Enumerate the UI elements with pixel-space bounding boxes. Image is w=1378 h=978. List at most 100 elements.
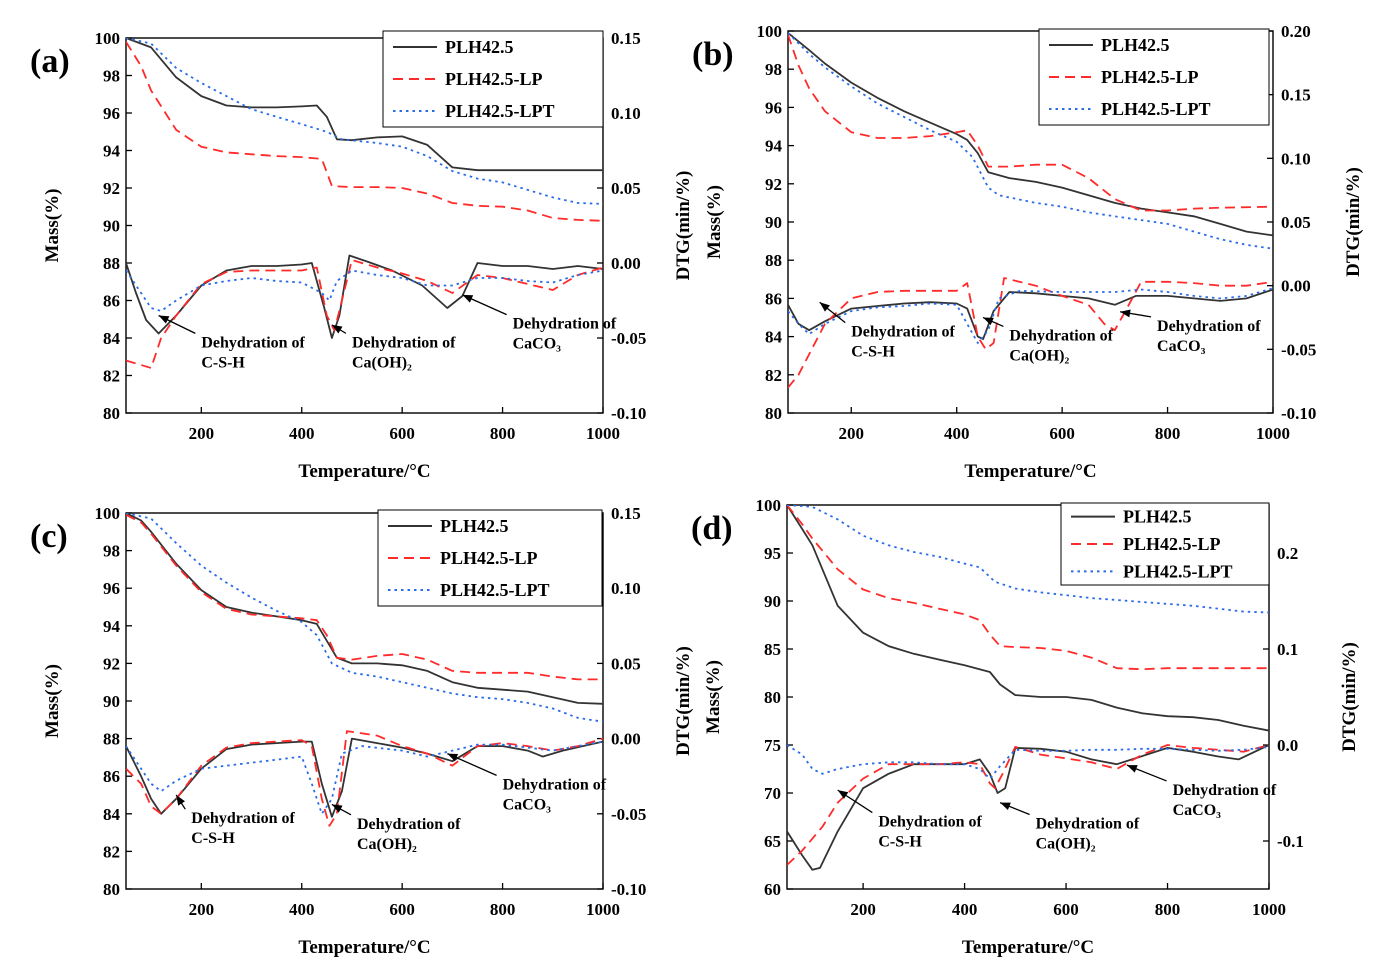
y-left-axis-title: Mass(%)	[703, 660, 724, 734]
y-right-tick-label: -0.05	[1281, 340, 1316, 359]
y-left-tick-label: 96	[765, 98, 782, 117]
legend-label-plh42-5: PLH42.5	[440, 516, 509, 536]
y-left-tick-label: 88	[103, 254, 120, 273]
y-left-tick-label: 60	[764, 880, 781, 899]
series-line-plh42-5-dtg	[126, 737, 603, 818]
series-line-plh42-5-lp-dtg	[787, 744, 1269, 866]
y-right-tick-label: 0.20	[1281, 22, 1311, 41]
annotation-arrowhead	[837, 790, 849, 799]
y-right-tick-label: 0.00	[611, 254, 641, 273]
annotation-text: Dehydration of	[851, 324, 955, 341]
series-line-plh42-5-mass	[788, 32, 1273, 237]
x-tick-label: 600	[389, 424, 415, 443]
y-left-tick-label: 98	[765, 60, 782, 79]
annotation-text: C-S-H	[851, 344, 895, 361]
y-left-tick-label: 94	[765, 137, 783, 156]
annotation-arrowhead	[1000, 802, 1011, 811]
panel-label: (b)	[692, 36, 734, 73]
legend-label-plh42-5-lpt: PLH42.5-LPT	[1101, 99, 1211, 119]
annotation-arrowhead	[331, 324, 343, 334]
y-left-tick-label: 82	[103, 842, 120, 861]
y-left-tick-label: 95	[764, 544, 781, 563]
annotation-text: Dehydration of	[191, 810, 295, 827]
y-left-tick-label: 75	[764, 736, 781, 755]
y-right-tick-label: -0.05	[611, 329, 646, 348]
y-left-tick-label: 92	[103, 179, 120, 198]
x-axis-title: Temperature/°C	[964, 461, 1096, 482]
x-tick-label: 200	[850, 900, 876, 919]
y-right-tick-label: 0.2	[1277, 544, 1298, 563]
series-line-plh42-5-lp-mass	[126, 41, 603, 222]
x-tick-label: 200	[189, 424, 215, 443]
series-line-plh42-5-lp-dtg	[126, 730, 603, 827]
x-tick-label: 400	[944, 424, 970, 443]
annotation-arrowhead	[158, 315, 170, 324]
legend: PLH42.5 PLH42.5-LP PLH42.5-LPT	[382, 30, 604, 128]
annotation-text: Ca(OH)₂	[1036, 836, 1096, 853]
series-line-plh42-5-lpt-dtg	[126, 269, 603, 312]
x-axis-title: Temperature/°C	[298, 461, 430, 482]
y-right-tick-label: 0.10	[1281, 149, 1311, 168]
legend-label-plh42-5-lp: PLH42.5-LP	[1101, 67, 1199, 87]
y-left-tick-label: 86	[103, 292, 120, 311]
annotation-text: CaCO₃	[503, 796, 552, 813]
y-right-axis-title: DTG(min/%)	[673, 171, 694, 281]
legend: PLH42.5 PLH42.5-LP PLH42.5-LPT	[1038, 28, 1270, 126]
y-right-tick-label: 0.15	[611, 29, 641, 48]
y-right-tick-label: 0.00	[1281, 277, 1311, 296]
y-left-tick-label: 90	[103, 692, 120, 711]
annotation-arrowhead	[462, 294, 474, 303]
series-line-plh42-5-mass	[126, 38, 603, 172]
x-tick-label: 200	[839, 424, 865, 443]
x-tick-label: 600	[389, 900, 415, 919]
annotation-text: Dehydration of	[352, 334, 456, 351]
annotation-arrowhead	[447, 753, 459, 762]
series-line-plh42-5-lp-dtg	[788, 277, 1273, 389]
annotation-arrowhead	[1120, 309, 1131, 318]
y-left-tick-label: 100	[95, 504, 121, 523]
x-tick-label: 1000	[1252, 900, 1286, 919]
annotation-arrowhead	[331, 804, 343, 813]
annotation-text: Dehydration of	[1036, 816, 1140, 833]
y-right-tick-label: 0.05	[1281, 213, 1311, 232]
y-left-axis-title: Mass(%)	[42, 664, 63, 738]
annotation-text: CaCO₃	[1157, 338, 1206, 355]
y-right-axis-title: DTG(min/%)	[1343, 167, 1364, 277]
series-line-plh42-5-dtg	[788, 288, 1273, 340]
legend-label-plh42-5: PLH42.5	[445, 37, 514, 57]
y-right-tick-label: -0.05	[611, 805, 646, 824]
y-left-axis-title: Mass(%)	[704, 185, 725, 259]
panel-a: 200 400 600 800 1000 80 82 84 86 88 90 92 94 96 98 100 -…	[30, 29, 694, 482]
annotation-arrowhead	[819, 302, 830, 312]
y-left-tick-label: 85	[764, 640, 781, 659]
legend: PLH42.5 PLH42.5-LP PLH42.5-LPT	[377, 509, 603, 607]
annotation-arrowhead	[983, 317, 994, 326]
y-left-tick-label: 82	[765, 366, 782, 385]
y-left-tick-label: 96	[103, 104, 120, 123]
x-tick-label: 600	[1053, 900, 1079, 919]
x-tick-label: 800	[1155, 424, 1181, 443]
annotation-text: CaCO₃	[513, 336, 562, 353]
series-line-plh42-5-mass	[787, 505, 1269, 732]
annotation-arrowhead	[176, 795, 185, 806]
y-right-tick-label: 0.10	[611, 104, 641, 123]
annotation-text: C-S-H	[191, 830, 235, 847]
x-tick-label: 600	[1049, 424, 1075, 443]
legend-label-plh42-5: PLH42.5	[1123, 507, 1192, 527]
annotation-text: Ca(OH)₂	[352, 354, 412, 371]
y-right-axis-title: DTG(min/%)	[673, 646, 694, 756]
y-left-tick-label: 98	[103, 67, 120, 86]
y-right-tick-label: 0.15	[1281, 86, 1311, 105]
x-tick-label: 800	[490, 900, 516, 919]
y-left-tick-label: 100	[756, 496, 782, 515]
annotation-text: Dehydration of	[878, 814, 982, 831]
series-line-plh42-5-lp-mass	[126, 514, 603, 681]
x-tick-label: 400	[952, 900, 978, 919]
y-left-tick-label: 88	[103, 730, 120, 749]
annotation-text: Ca(OH)₂	[357, 836, 417, 853]
x-tick-label: 1000	[586, 424, 620, 443]
panel-label: (d)	[691, 510, 733, 547]
legend-label-plh42-5-lpt: PLH42.5-LPT	[440, 580, 550, 600]
series-line-plh42-5-lp-mass	[788, 34, 1273, 212]
